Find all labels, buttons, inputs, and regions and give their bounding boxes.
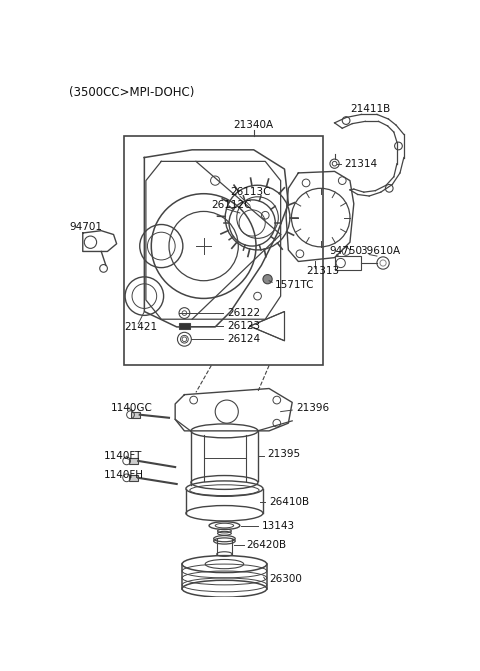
Text: 26420B: 26420B <box>246 540 286 550</box>
Text: 21340A: 21340A <box>234 120 274 130</box>
Text: 21314: 21314 <box>345 158 378 168</box>
Circle shape <box>263 274 272 284</box>
Text: 1140FH: 1140FH <box>104 470 144 480</box>
Text: 94750: 94750 <box>329 246 362 256</box>
Text: 1140FT: 1140FT <box>104 452 142 461</box>
Text: 21395: 21395 <box>267 449 300 459</box>
Text: 1140GC: 1140GC <box>111 403 153 413</box>
Text: 1571TC: 1571TC <box>275 280 315 290</box>
Text: 13143: 13143 <box>262 521 295 531</box>
Text: 21411B: 21411B <box>350 104 390 114</box>
Bar <box>129 458 138 464</box>
Polygon shape <box>250 311 285 341</box>
Bar <box>131 411 140 418</box>
Text: 39610A: 39610A <box>360 246 400 256</box>
Text: 94701: 94701 <box>69 222 102 231</box>
Text: 26410B: 26410B <box>269 497 309 507</box>
Bar <box>129 475 138 481</box>
Text: 21313: 21313 <box>306 266 339 276</box>
Bar <box>179 323 190 329</box>
Text: 26113C: 26113C <box>230 187 271 197</box>
Text: 26124: 26124 <box>227 334 260 344</box>
Text: 26300: 26300 <box>269 574 302 584</box>
Text: 26122: 26122 <box>227 308 260 318</box>
Bar <box>124 136 323 366</box>
Text: 26123: 26123 <box>227 321 260 331</box>
Text: 26112C: 26112C <box>211 200 252 210</box>
Bar <box>335 256 361 270</box>
Text: 21396: 21396 <box>296 403 329 413</box>
Text: (3500CC>MPI-DOHC): (3500CC>MPI-DOHC) <box>69 87 194 99</box>
Text: 21421: 21421 <box>124 322 157 332</box>
